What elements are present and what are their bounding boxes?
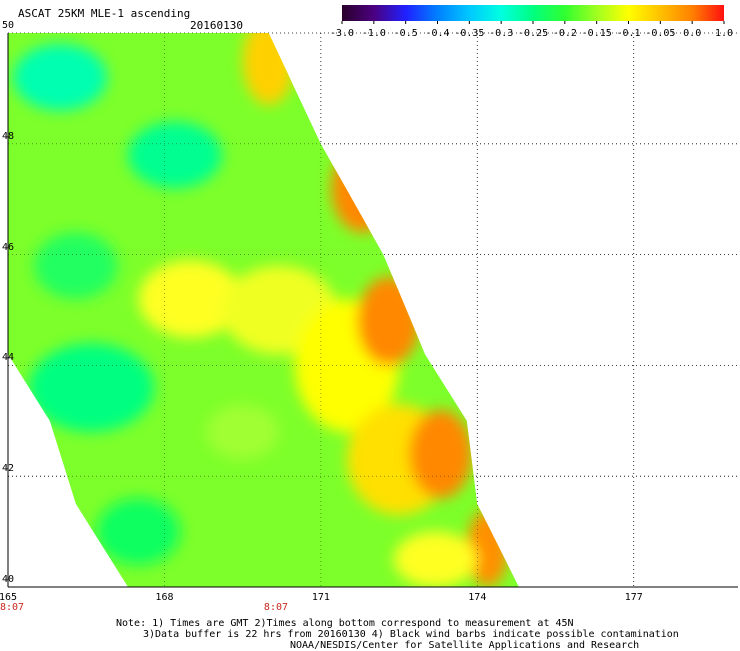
mle-region xyxy=(138,260,243,338)
time-label: 8:07 xyxy=(263,602,289,613)
colorbar-label: 0.0 xyxy=(683,28,702,39)
mle-region xyxy=(357,276,420,366)
mle-region xyxy=(28,343,154,432)
note-line-2: 3)Data buffer is 22 hrs from 20160130 4)… xyxy=(143,629,679,640)
mle-region xyxy=(206,404,280,460)
mle-region xyxy=(242,33,295,106)
colorbar xyxy=(341,5,725,24)
mle-region xyxy=(34,232,118,299)
latitude-label: 40 xyxy=(2,574,15,585)
mle-region xyxy=(331,143,394,233)
time-label: 8:07 xyxy=(0,602,25,613)
colorbar-label: -0.05 xyxy=(645,28,676,39)
longitude-label: 165 xyxy=(0,592,18,603)
latitude-label: 44 xyxy=(2,352,15,364)
note-line-1: Note: 1) Times are GMT 2)Times along bot… xyxy=(116,618,574,629)
mle-region xyxy=(127,121,222,189)
colorbar-label: -3.0 xyxy=(330,28,355,39)
colorbar-label: -1.0 xyxy=(361,28,386,39)
note-line-3: NOAA/NESDIS/Center for Satellite Applica… xyxy=(290,640,640,651)
longitude-label: 174 xyxy=(468,592,487,603)
colorbar-label: -0.1 xyxy=(616,28,641,39)
mle-region xyxy=(393,531,478,587)
latitude-label: 46 xyxy=(2,241,15,253)
mle-map xyxy=(7,32,738,588)
product-title: ASCAT 25KM MLE-1 ascending xyxy=(18,7,191,20)
longitude-label: 168 xyxy=(155,592,174,603)
mle-region xyxy=(13,44,108,111)
latitude-label: 48 xyxy=(2,130,15,142)
colorbar-label: -0.35 xyxy=(454,28,485,39)
mle-region xyxy=(96,498,181,565)
swath-data xyxy=(8,33,519,587)
colorbar-label: 1.0 xyxy=(715,28,734,39)
longitude-label: 177 xyxy=(624,592,643,603)
longitude-label: 171 xyxy=(311,592,330,603)
colorbar-label: -0.2 xyxy=(552,28,577,39)
colorbar-gradient xyxy=(342,5,724,21)
colorbar-label: -0.4 xyxy=(425,28,450,39)
colorbar-label: -0.5 xyxy=(393,28,418,39)
colorbar-label: -0.15 xyxy=(581,28,612,39)
colorbar-label: -0.3 xyxy=(489,28,514,39)
product-date: 20160130 xyxy=(190,19,243,32)
colorbar-label: -0.25 xyxy=(518,28,549,39)
latitude-label: 50 xyxy=(2,20,15,31)
latitude-label: 42 xyxy=(2,463,15,475)
mle-region xyxy=(409,409,473,499)
